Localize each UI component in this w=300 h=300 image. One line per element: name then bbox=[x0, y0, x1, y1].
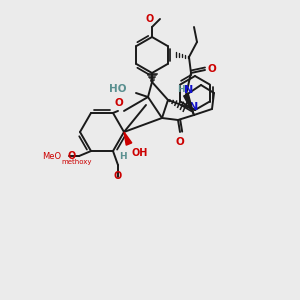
Text: HO: HO bbox=[109, 84, 126, 94]
Text: O: O bbox=[68, 151, 76, 161]
Text: O: O bbox=[176, 137, 184, 147]
Text: O: O bbox=[146, 14, 154, 24]
Text: methoxy: methoxy bbox=[62, 159, 92, 165]
Text: MeO: MeO bbox=[42, 152, 61, 160]
Text: O: O bbox=[115, 98, 123, 108]
Text: N: N bbox=[189, 102, 199, 112]
Text: N: N bbox=[184, 85, 194, 95]
Text: O: O bbox=[114, 171, 122, 181]
Text: OH: OH bbox=[131, 148, 147, 158]
Polygon shape bbox=[124, 132, 132, 145]
Polygon shape bbox=[184, 94, 194, 115]
Text: H: H bbox=[177, 85, 185, 94]
Text: H: H bbox=[119, 152, 127, 161]
Text: O: O bbox=[207, 64, 216, 74]
